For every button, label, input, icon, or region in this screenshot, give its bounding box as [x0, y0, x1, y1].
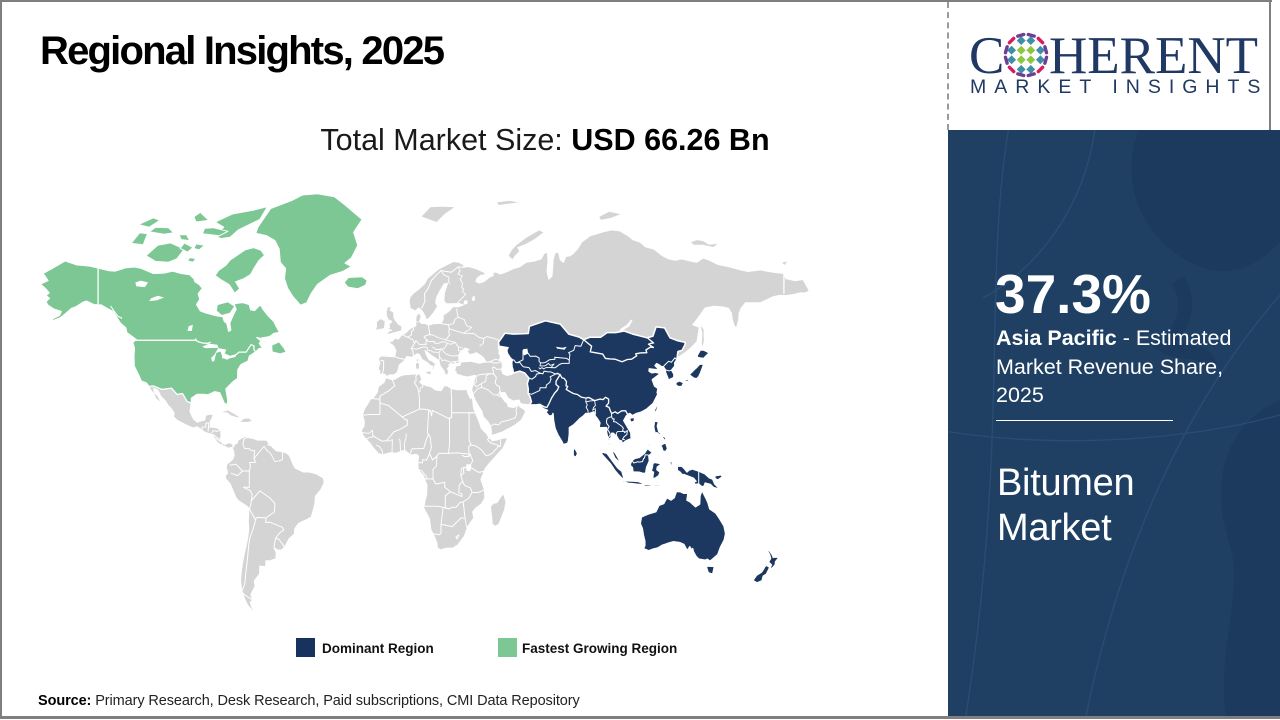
svg-text:C: C: [969, 27, 1004, 85]
svg-text:HERENT: HERENT: [1049, 27, 1258, 85]
svg-text:MARKET INSIGHTS: MARKET INSIGHTS: [970, 76, 1268, 98]
